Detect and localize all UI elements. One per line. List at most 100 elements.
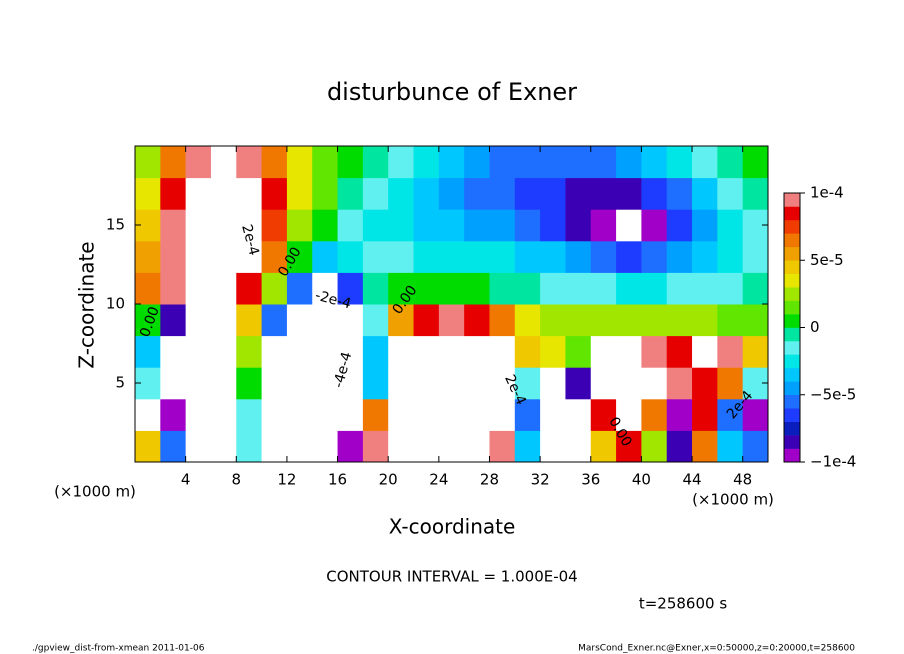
- x-tick-label: 36: [581, 471, 600, 489]
- cell: [337, 240, 364, 273]
- colorbar-swatch: [784, 435, 800, 449]
- x-tick-label: 20: [379, 471, 398, 489]
- cell: [135, 304, 161, 337]
- cell: [565, 177, 592, 210]
- cell: [210, 240, 237, 273]
- cell: [489, 209, 516, 242]
- cell: [413, 367, 440, 400]
- cell: [388, 430, 415, 463]
- cell: [616, 240, 642, 273]
- cell: [590, 335, 617, 368]
- cell: [565, 430, 592, 463]
- colorbar-swatch: [784, 408, 800, 422]
- cell: [312, 367, 339, 400]
- cell: [666, 335, 693, 368]
- colorbar-swatch: [784, 327, 800, 342]
- cell: [438, 335, 465, 368]
- colorbar-swatch: [784, 287, 800, 301]
- cell: [641, 398, 668, 431]
- cell: [135, 272, 161, 305]
- cell: [514, 272, 541, 305]
- cell: [286, 304, 313, 337]
- cell: [514, 146, 541, 179]
- cell: [464, 240, 490, 273]
- cell: [337, 272, 364, 305]
- cell: [540, 398, 566, 431]
- cell: [261, 209, 288, 242]
- cell: [742, 430, 769, 463]
- cell: [641, 272, 668, 305]
- colorbar-swatch: [784, 300, 800, 315]
- cell: [565, 209, 592, 242]
- cell: [337, 367, 364, 400]
- cell: [362, 335, 389, 368]
- cell: [337, 304, 364, 337]
- cell: [261, 430, 288, 463]
- cell: [337, 209, 364, 242]
- cell: [717, 304, 744, 337]
- cell: [185, 335, 212, 368]
- cell: [641, 177, 668, 210]
- cell: [717, 367, 744, 400]
- cell: [160, 209, 187, 242]
- cell: [388, 209, 415, 242]
- cell: [312, 335, 339, 368]
- cell: [286, 430, 313, 463]
- cell: [742, 177, 769, 210]
- cell: [438, 398, 465, 431]
- cell: [692, 335, 718, 368]
- cell: [641, 367, 668, 400]
- cell: [464, 304, 490, 337]
- cell: [540, 209, 566, 242]
- cell: [666, 240, 693, 273]
- cell: [160, 177, 187, 210]
- cell: [286, 177, 313, 210]
- footer-left: ./gpview_dist-from-xmean 2011-01-06: [32, 644, 205, 654]
- cell: [236, 304, 263, 337]
- colorbar-swatch: [784, 314, 800, 328]
- cell: [210, 177, 237, 210]
- cell: [641, 304, 668, 337]
- cell: [236, 177, 263, 210]
- cell: [210, 146, 237, 179]
- cell: [590, 398, 617, 431]
- cell: [438, 240, 465, 273]
- x-tick-label: 16: [328, 471, 347, 489]
- cell: [666, 272, 693, 305]
- cell: [489, 177, 516, 210]
- cell: [135, 146, 161, 179]
- colorbar-swatch: [784, 381, 800, 396]
- cell: [616, 209, 642, 242]
- cell: [185, 209, 212, 242]
- cell: [312, 304, 339, 337]
- cell: [160, 367, 187, 400]
- cell: [565, 304, 592, 337]
- cell: [540, 367, 566, 400]
- y-unit: (×1000 m): [54, 483, 136, 501]
- cell: [692, 304, 718, 337]
- cell: [692, 398, 718, 431]
- cell: [362, 146, 389, 179]
- x-tick-label: 28: [480, 471, 499, 489]
- cell: [616, 335, 642, 368]
- cell: [514, 177, 541, 210]
- cell: [388, 367, 415, 400]
- cell: [185, 146, 212, 179]
- chart-title: disturbunce of Exner: [327, 78, 577, 106]
- colorbar-swatch: [784, 367, 800, 382]
- x-tick-label: 24: [429, 471, 448, 489]
- y-axis-label: Z-coordinate: [75, 241, 99, 368]
- cell: [489, 272, 516, 305]
- cell: [666, 398, 693, 431]
- cell: [160, 272, 187, 305]
- cell: [717, 335, 744, 368]
- cell: [590, 146, 617, 179]
- x-tick-label: 12: [277, 471, 296, 489]
- cell: [438, 177, 465, 210]
- cell: [312, 177, 339, 210]
- colorbar-swatch: [784, 206, 800, 221]
- cell: [438, 304, 465, 337]
- colorbar-swatch: [784, 260, 800, 274]
- cell: [590, 430, 617, 463]
